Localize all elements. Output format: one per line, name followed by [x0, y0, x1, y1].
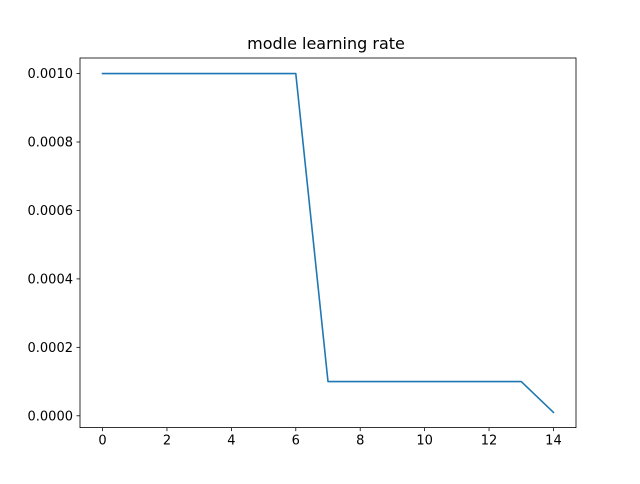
y-tick-label: 0.0000 — [28, 409, 74, 424]
y-tick-label: 0.0008 — [28, 136, 74, 151]
x-tick-label: 4 — [227, 434, 235, 449]
chart-title: modle learning rate — [247, 34, 405, 53]
y-tick-label: 0.0006 — [28, 204, 74, 219]
series-line — [101, 72, 555, 414]
axes-layer: 0 2 4 6 8 10 12 14 0.0000 0.0002 0.0004 0.0006 0.000… — [28, 67, 562, 449]
x-tick-label: 0 — [98, 434, 106, 449]
x-tick-label: 6 — [292, 434, 300, 449]
y-tick-label: 0.0002 — [28, 341, 74, 356]
x-tick-label: 10 — [416, 434, 433, 449]
x-tick-label: 8 — [356, 434, 364, 449]
x-tick-label: 12 — [481, 434, 498, 449]
series-layer — [101, 72, 555, 414]
y-tick-label: 0.0004 — [28, 272, 74, 287]
x-tick-label: 14 — [545, 434, 562, 449]
x-tick-label: 2 — [163, 434, 171, 449]
y-tick-label: 0.0010 — [28, 67, 74, 82]
plot-frame — [79, 57, 577, 429]
